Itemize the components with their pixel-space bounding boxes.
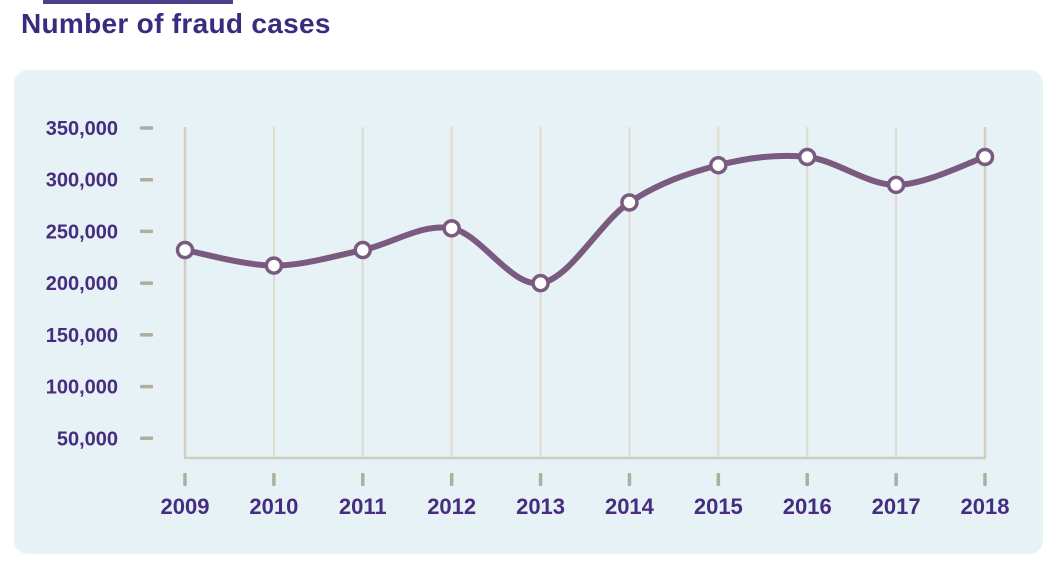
x-axis-tick <box>272 473 276 486</box>
x-axis-tick <box>361 473 365 486</box>
x-axis-tick <box>805 473 809 486</box>
chart-title: Number of fraud cases <box>21 8 331 39</box>
y-axis-tick <box>140 281 153 285</box>
x-axis-tick <box>627 473 632 486</box>
data-point-marker <box>975 147 995 167</box>
y-axis-label: 200,000 <box>46 273 118 295</box>
x-axis-label: 2016 <box>783 494 832 519</box>
x-axis-tick <box>894 473 898 486</box>
data-point-marker <box>175 240 195 260</box>
cropped-text-artifact <box>43 0 233 4</box>
x-axis-label: 2009 <box>161 494 210 519</box>
y-axis-tick <box>140 333 153 337</box>
x-axis-label: 2017 <box>872 494 921 519</box>
x-axis-tick <box>449 473 454 486</box>
y-axis-tick <box>140 384 153 389</box>
x-axis-label: 2013 <box>516 494 565 519</box>
y-axis-label: 50,000 <box>57 428 118 450</box>
x-axis-label: 2018 <box>961 494 1010 519</box>
x-axis-tick <box>183 473 187 486</box>
y-axis-label: 300,000 <box>46 170 118 192</box>
y-axis-tick <box>140 436 153 441</box>
x-axis-label: 2011 <box>339 494 387 519</box>
x-axis-label: 2015 <box>694 494 743 519</box>
y-axis-label: 100,000 <box>46 377 118 399</box>
y-axis-label: 250,000 <box>46 221 118 243</box>
y-axis-tick <box>140 177 153 182</box>
data-point-marker <box>531 273 550 293</box>
data-point-marker <box>442 219 461 238</box>
x-axis-label: 2010 <box>249 494 298 519</box>
fraud-cases-line <box>182 152 988 287</box>
x-axis-tick <box>716 473 721 486</box>
y-axis-tick <box>140 229 153 234</box>
data-point-marker <box>709 155 728 175</box>
x-axis-label: 2014 <box>605 494 655 519</box>
y-axis-tick <box>140 126 153 130</box>
y-axis-label: 350,000 <box>46 118 118 140</box>
data-point-marker <box>797 147 817 167</box>
data-point-marker <box>620 193 639 212</box>
y-axis-label: 150,000 <box>46 325 118 347</box>
data-point-marker <box>264 256 284 275</box>
data-point-marker <box>886 175 906 195</box>
x-axis-tick <box>983 473 987 486</box>
data-point-marker <box>353 240 373 260</box>
x-axis-label: 2012 <box>427 494 476 519</box>
x-axis-tick <box>538 473 543 486</box>
